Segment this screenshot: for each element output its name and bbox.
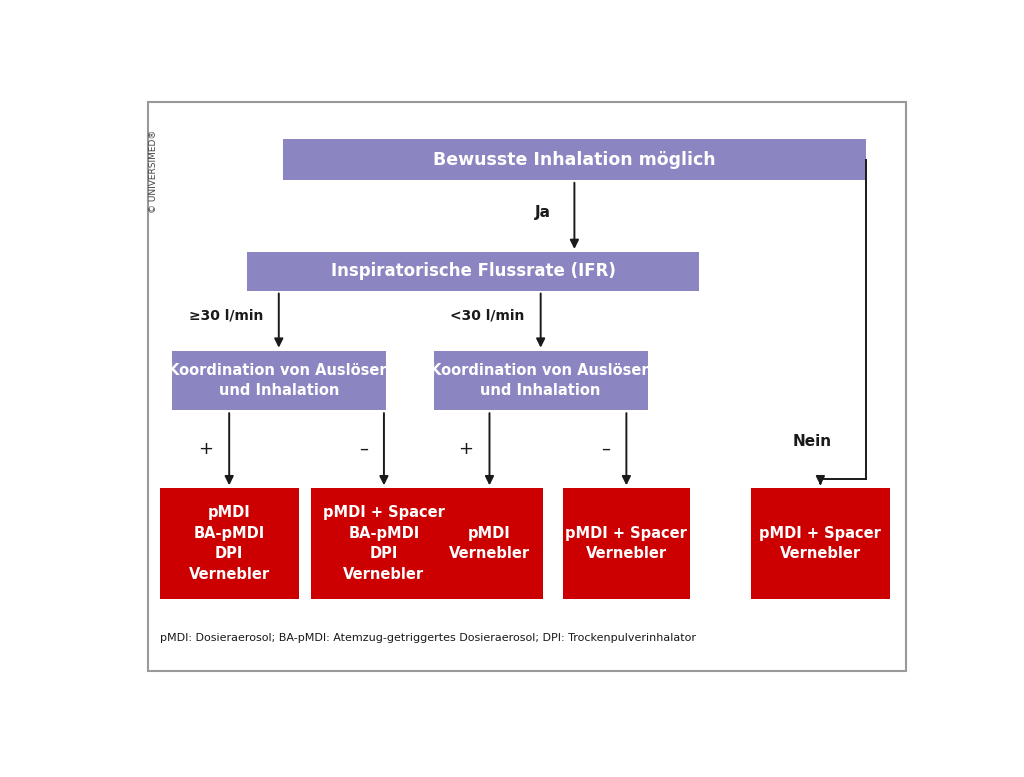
Text: Koordination von Auslösen
und Inhalation: Koordination von Auslösen und Inhalation (168, 363, 390, 398)
FancyBboxPatch shape (147, 103, 905, 671)
Text: Bewusste Inhalation möglich: Bewusste Inhalation möglich (433, 151, 716, 169)
Text: +: + (199, 441, 213, 458)
Text: ≥30 l/min: ≥30 l/min (188, 308, 263, 322)
Text: pMDI
BA-pMDI
DPI
Vernebler: pMDI BA-pMDI DPI Vernebler (188, 505, 269, 581)
FancyBboxPatch shape (563, 488, 690, 599)
FancyBboxPatch shape (283, 139, 866, 180)
Text: +: + (459, 441, 474, 458)
FancyBboxPatch shape (436, 488, 543, 599)
FancyBboxPatch shape (247, 252, 699, 291)
FancyBboxPatch shape (433, 350, 648, 410)
Text: Koordination von Auslösen
und Inhalation: Koordination von Auslösen und Inhalation (430, 363, 651, 398)
Text: pMDI + Spacer
Vernebler: pMDI + Spacer Vernebler (565, 526, 687, 561)
Text: <30 l/min: <30 l/min (451, 308, 524, 322)
Text: pMDI: Dosieraerosol; BA-pMDI: Atemzug-getriggertes Dosieraerosol; DPI: Trockenpu: pMDI: Dosieraerosol; BA-pMDI: Atemzug-ge… (160, 633, 695, 643)
Text: Nein: Nein (793, 434, 833, 449)
Text: pMDI + Spacer
BA-pMDI
DPI
Vernebler: pMDI + Spacer BA-pMDI DPI Vernebler (323, 505, 444, 581)
Text: Inspiratorische Flussrate (IFR): Inspiratorische Flussrate (IFR) (331, 262, 615, 280)
Text: pMDI + Spacer
Vernebler: pMDI + Spacer Vernebler (760, 526, 882, 561)
Text: –: – (601, 441, 610, 458)
Text: © UNIVERSIMED®: © UNIVERSIMED® (148, 129, 158, 213)
Text: pMDI
Vernebler: pMDI Vernebler (449, 526, 530, 561)
FancyBboxPatch shape (751, 488, 890, 599)
FancyBboxPatch shape (160, 488, 299, 599)
Text: –: – (359, 441, 368, 458)
FancyBboxPatch shape (172, 350, 386, 410)
Text: Ja: Ja (535, 205, 551, 221)
FancyBboxPatch shape (310, 488, 458, 599)
